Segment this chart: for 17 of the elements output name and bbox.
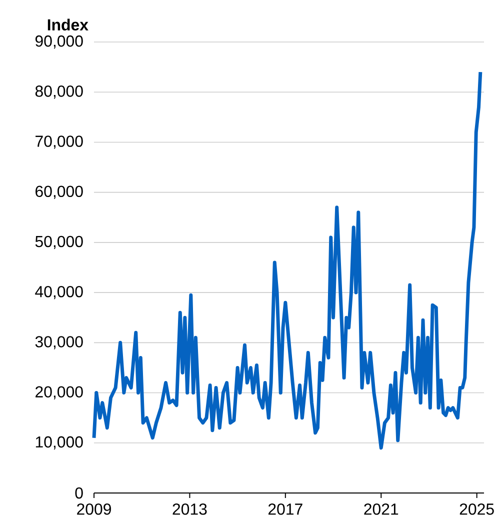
y-axis-title: Index [48, 18, 88, 30]
x-tick-label: 2009 [77, 504, 112, 515]
y-tick-label: 50,000 [35, 236, 83, 250]
y-tick-label: 20,000 [36, 386, 83, 400]
x-tick-label: 2025 [460, 504, 494, 515]
y-tick-label: 80,000 [35, 86, 83, 99]
y-tick-label: 30,000 [35, 336, 83, 350]
y-tick-label: 40,000 [35, 286, 83, 300]
x-tick-label: 2021 [364, 504, 398, 515]
line-series [92, 70, 482, 450]
y-tick-label: 0 [75, 487, 83, 499]
x-tick-label: 2017 [268, 504, 302, 515]
y-tick-label: 90,000 [36, 35, 83, 49]
y-tick-label: 10,000 [36, 436, 83, 450]
x-tick-label: 2013 [172, 504, 207, 515]
y-tick-label: 70,000 [36, 136, 83, 149]
y-tick-label: 60,000 [36, 186, 83, 199]
